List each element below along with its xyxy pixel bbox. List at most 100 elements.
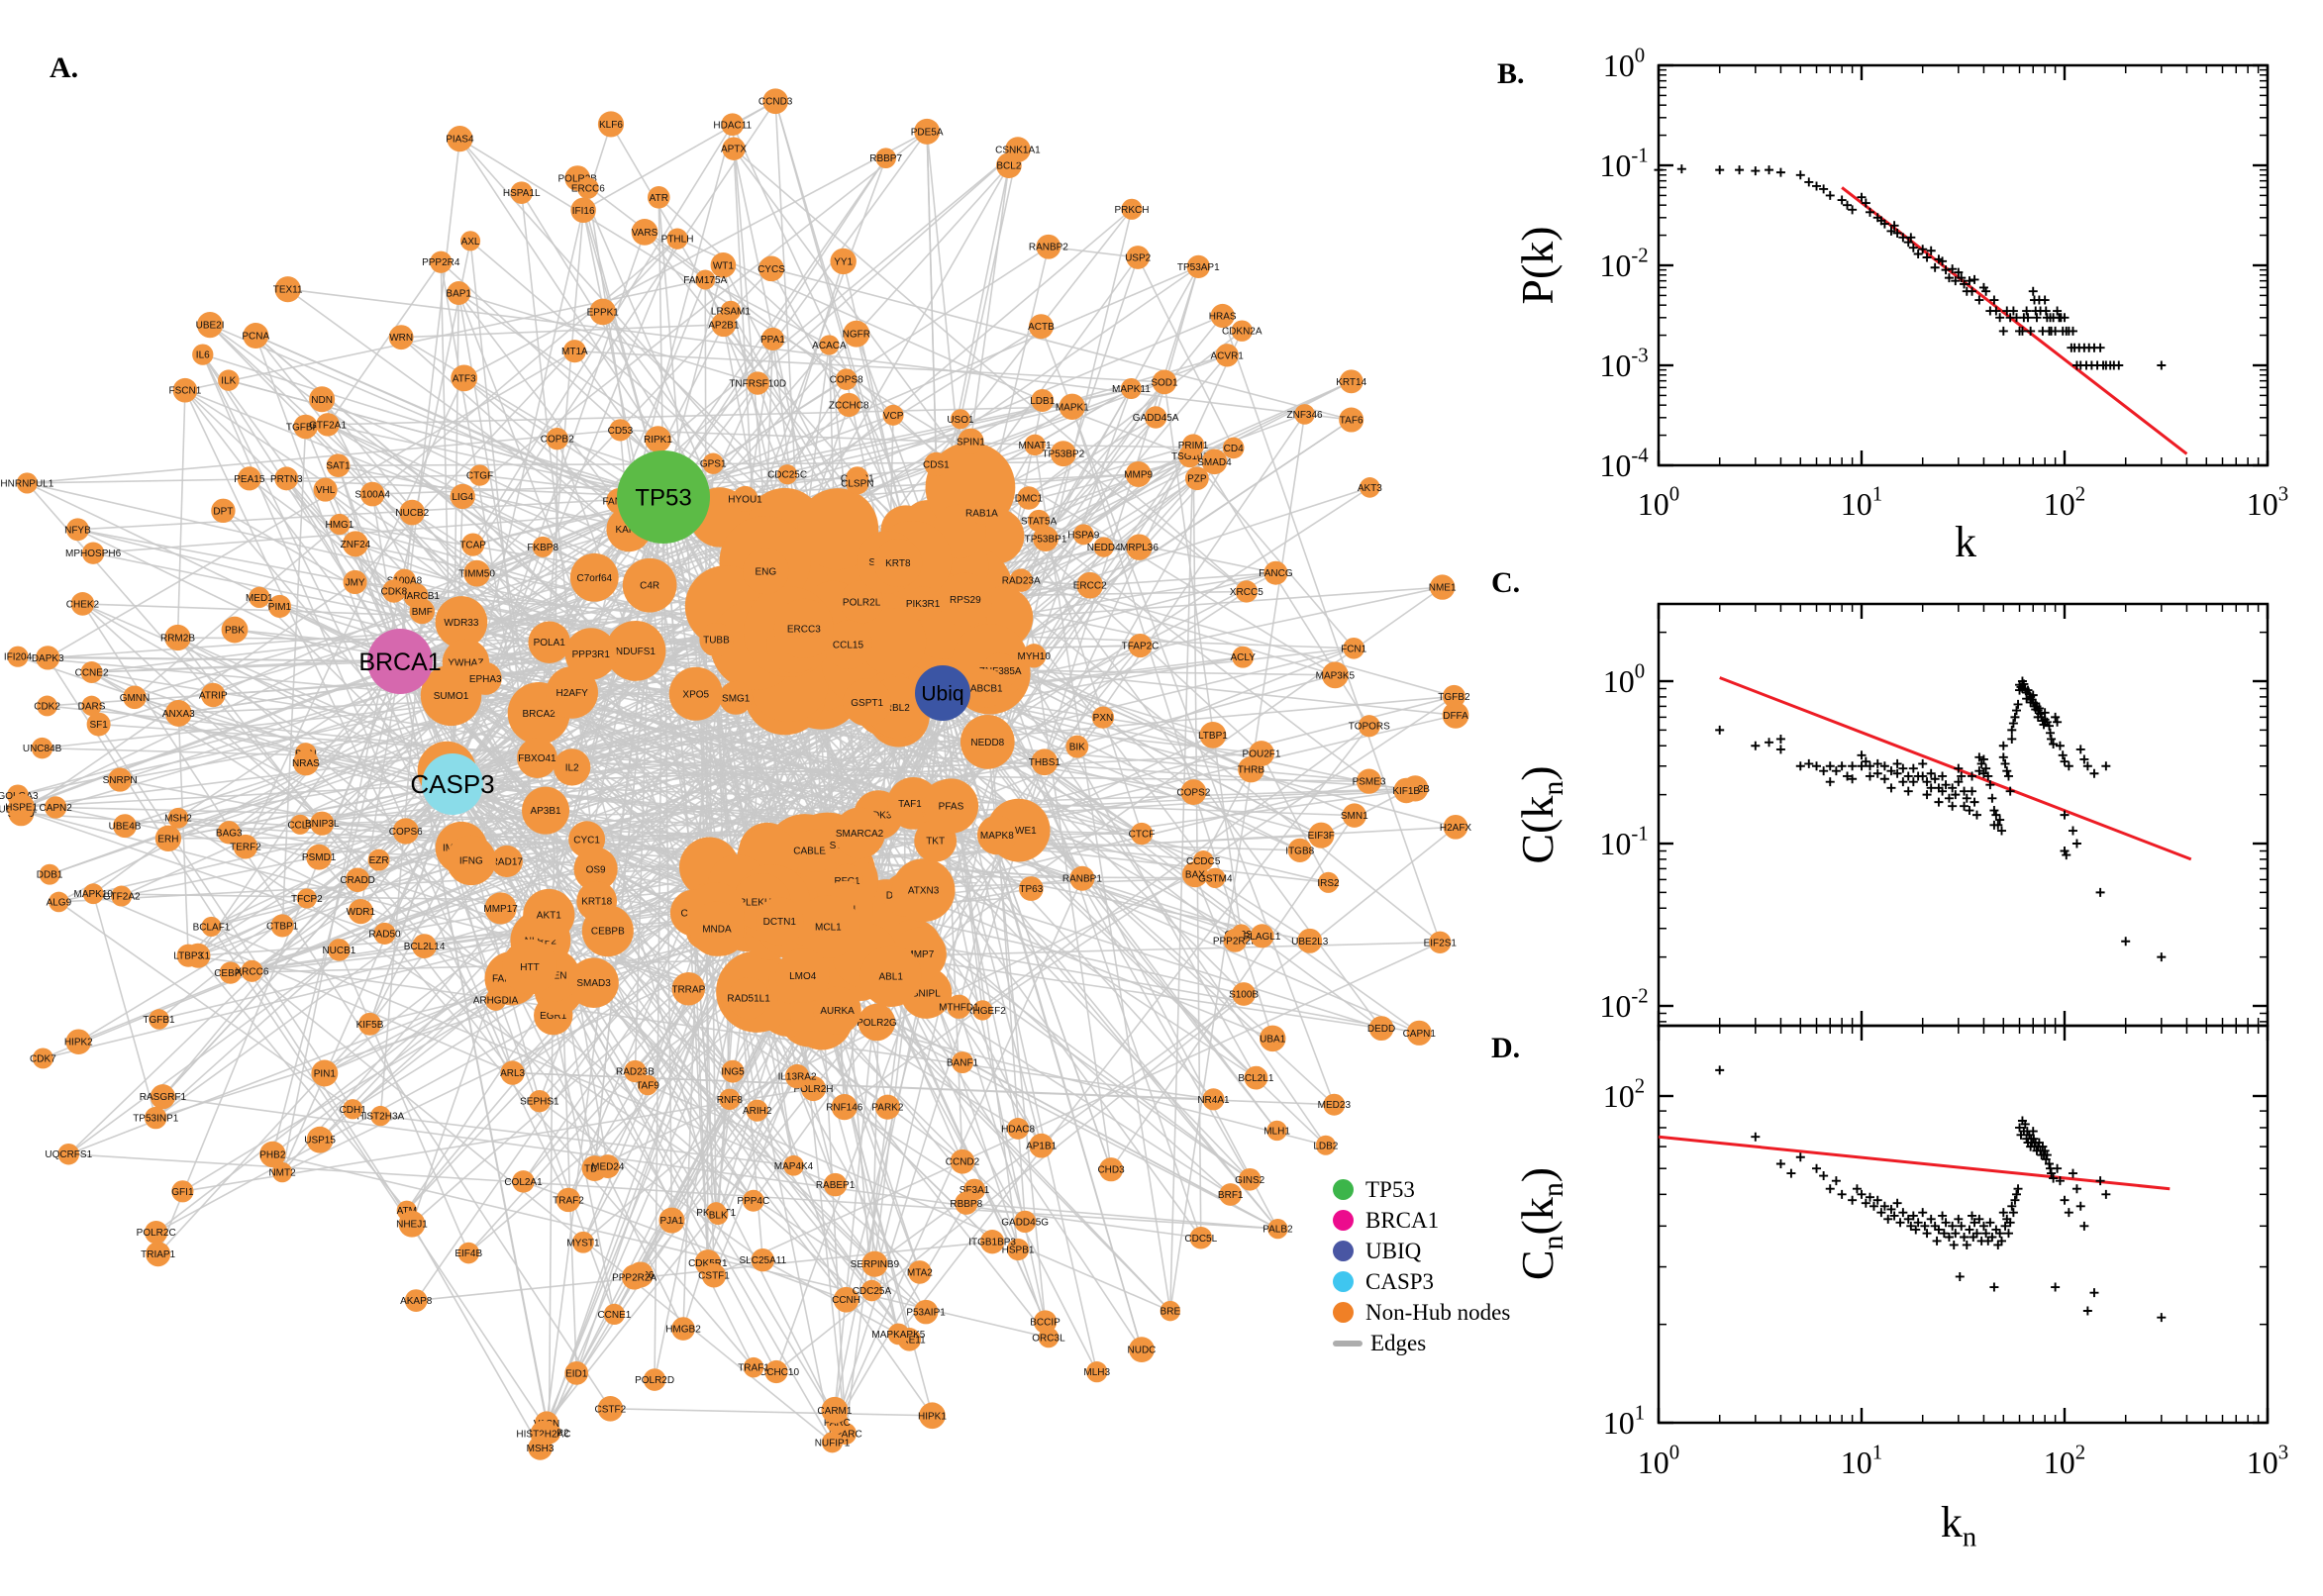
network-edge [258, 596, 945, 815]
network-node-label: EID1 [565, 1368, 588, 1379]
network-node [1189, 1226, 1213, 1249]
scatter-point [1962, 1240, 1971, 1249]
scatter-point [1965, 806, 1974, 816]
scatter-point [1825, 190, 1835, 200]
network-node [796, 895, 860, 958]
network-node [1263, 560, 1288, 585]
network-node-label: MYH10 [1018, 651, 1052, 662]
scatter-point [1898, 233, 1908, 243]
plot-frame [1657, 602, 2270, 1028]
network-edge [399, 660, 846, 1108]
network-edge [452, 783, 846, 1108]
network-node [1013, 1210, 1037, 1234]
network-node-label: EPPK1 [587, 307, 620, 318]
network-node-label: NUDC [1128, 1346, 1157, 1356]
network-node [666, 228, 688, 249]
panel-d-label: D. [1491, 1032, 1521, 1064]
network-node-label: PIN1 [314, 1069, 337, 1080]
network-edge [92, 838, 169, 895]
network-node [603, 1303, 626, 1326]
scatter-point [1989, 806, 1999, 816]
network-edge [26, 482, 673, 1222]
network-node-label: HSPB1 [1002, 1246, 1035, 1256]
network-edge [1021, 579, 1336, 676]
scatter-point [1987, 793, 1997, 803]
network-edge [457, 292, 758, 384]
network-node-label: CTBP1 [266, 921, 299, 932]
network-node [908, 1260, 932, 1284]
network-node [358, 1012, 381, 1036]
network-edge [327, 424, 664, 498]
scatter-point [1804, 177, 1814, 187]
axis-text: 103​ [2247, 483, 2288, 522]
network-edge [176, 637, 514, 1074]
network-node-label: BAX [1185, 870, 1205, 881]
scatter-point [2079, 1221, 2089, 1231]
network-node-label: STAT5A [1021, 517, 1058, 528]
scatter-point [2060, 756, 2070, 766]
network-node-label: ATR [650, 193, 668, 204]
axis-text: C(kn​) [1512, 765, 1569, 863]
network-edge [959, 380, 1353, 557]
plot-frame [1657, 63, 2270, 467]
network-node-label: CDK7 [30, 1053, 56, 1064]
network-edge [157, 1023, 371, 1255]
network-node [70, 592, 95, 616]
network-node [392, 818, 419, 845]
network-edge [452, 760, 1045, 785]
network-node-label: AP2B1 [708, 320, 740, 331]
network-edge [281, 241, 471, 1173]
network-node [490, 845, 523, 877]
scatter-point [1932, 1236, 1942, 1246]
scatter-point [2023, 313, 2033, 323]
scatter-point [1831, 1176, 1841, 1186]
network-node-label: FSCN1 [169, 386, 202, 397]
axis-text: 101​ [1603, 1402, 1645, 1441]
scatter-point [1872, 768, 1882, 778]
network-edge [328, 405, 1072, 426]
network-node [196, 311, 224, 339]
network-edge [251, 970, 833, 1444]
network-node [1342, 803, 1367, 828]
network-node-label: BAG3 [216, 828, 243, 839]
network-node [1232, 646, 1255, 668]
network-edge [770, 267, 1279, 1230]
network-node-label: HSPA9 [1067, 530, 1099, 541]
network-node-label: PPP2R4 [422, 257, 460, 268]
network-node [919, 1402, 946, 1430]
network-edge [1163, 381, 1243, 935]
network-node [313, 477, 338, 502]
network-node-label: BNIPL [912, 988, 941, 999]
network-edge [770, 267, 1352, 421]
network-node-label: POU2F1 [1243, 749, 1281, 760]
network-edge [458, 138, 659, 440]
network-node [154, 825, 182, 851]
scatter-point [1998, 741, 2008, 750]
network-edge [354, 238, 678, 583]
network-edge [92, 892, 513, 1074]
network-node-label: VHL [316, 485, 336, 496]
network-edge [97, 724, 354, 1110]
network-node-label: CEBPB [591, 927, 625, 938]
edge-line-icon [1333, 1340, 1363, 1347]
network-node [200, 682, 226, 708]
scatter-point [1795, 170, 1805, 180]
scatter-point [1865, 771, 1874, 781]
network-node-label: UBE2L3 [1291, 937, 1329, 948]
network-edge [47, 349, 575, 659]
network-node [243, 323, 269, 349]
network-node-label: GADD45A [1133, 413, 1179, 424]
network-node [1308, 822, 1335, 848]
network-node [958, 428, 984, 455]
scatter-point [2068, 826, 2077, 836]
network-edge [77, 529, 355, 583]
scatter-point [1837, 761, 1847, 771]
network-node-label: IFI16 [572, 206, 595, 217]
network-node-label: POLR2H [793, 1084, 833, 1095]
scatter-point [1765, 738, 1774, 748]
scatter-point [1898, 763, 1908, 773]
network-edge [245, 377, 465, 848]
network-node-label: GSPT1 [851, 698, 883, 709]
network-node [843, 677, 891, 727]
scatter-point [1848, 761, 1858, 771]
